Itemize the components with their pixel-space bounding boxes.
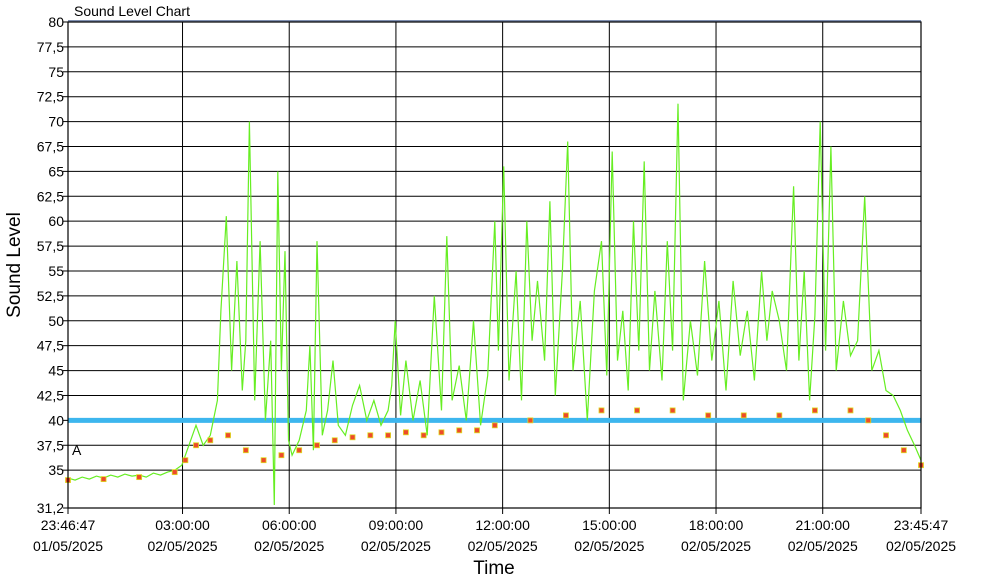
- chart-title: Sound Level Chart: [74, 3, 190, 19]
- x-axis-ticks: 23:46:47 01/05/2025 03:00:00 02/05/2025 06:0…: [33, 508, 956, 554]
- data-point: [278, 452, 285, 459]
- data-point: [598, 407, 605, 414]
- data-point: [705, 412, 712, 419]
- x-tick-time: 06:00:00: [262, 517, 317, 533]
- data-point: [193, 442, 199, 449]
- x-tick-date: 02/05/2025: [468, 538, 538, 554]
- x-tick-time: 12:00:00: [475, 517, 530, 533]
- y-tick-label: 65: [48, 163, 64, 179]
- y-tick-label: 40: [48, 412, 64, 428]
- y-tick-label: 50: [48, 313, 64, 329]
- y-tick-label: 57,5: [37, 238, 64, 254]
- data-point: [669, 407, 676, 414]
- y-tick-label: 55: [48, 263, 64, 279]
- plot-frame: [67, 21, 922, 509]
- x-tick-date: 02/05/2025: [788, 538, 858, 554]
- data-point: [349, 434, 356, 441]
- x-tick-time: 18:00:00: [689, 517, 744, 533]
- x-tick-date: 01/05/2025: [33, 538, 103, 554]
- x-tick-time: 21:00:00: [795, 517, 850, 533]
- x-tick-time: 03:00:00: [155, 517, 210, 533]
- data-point: [182, 457, 189, 464]
- y-tick-label: 52,5: [37, 288, 64, 304]
- data-point: [634, 407, 640, 414]
- y-tick-label: 60: [48, 213, 64, 229]
- y-tick-label: 31,2: [37, 500, 64, 516]
- x-tick-date: 02/05/2025: [254, 538, 324, 554]
- y-tick-label: 42,5: [37, 387, 64, 403]
- data-point: [883, 432, 889, 439]
- data-point: [225, 432, 231, 439]
- series-sound-level: [67, 103, 922, 506]
- data-point: [385, 432, 392, 439]
- y-tick-label: 47,5: [37, 338, 64, 354]
- y-tick-label: 35: [48, 462, 64, 478]
- data-point: [260, 457, 267, 464]
- data-point: [296, 447, 303, 454]
- x-tick-time: 15:00:00: [582, 517, 637, 533]
- y-tick-label: 80: [48, 14, 64, 30]
- data-point: [100, 476, 107, 483]
- data-point: [171, 469, 178, 476]
- data-point: [367, 432, 374, 439]
- data-point: [812, 407, 818, 414]
- x-axis-title: Time: [473, 558, 515, 579]
- data-point: [402, 429, 409, 436]
- data-point: [136, 474, 143, 481]
- marker-label: A: [72, 442, 82, 458]
- data-point: [207, 437, 214, 444]
- x-tick-date: 02/05/2025: [574, 538, 644, 554]
- data-point: [420, 432, 427, 439]
- x-tick-date: 02/05/2025: [361, 538, 431, 554]
- series-line: [67, 103, 922, 506]
- y-tick-label: 37,5: [37, 437, 64, 453]
- y-tick-label: 70: [48, 114, 64, 130]
- data-point: [527, 417, 534, 424]
- data-point: [438, 429, 445, 436]
- y-tick-label: 62,5: [37, 188, 64, 204]
- data-point: [331, 437, 338, 444]
- y-tick-label: 72,5: [37, 89, 64, 105]
- y-tick-label: 75: [48, 64, 64, 80]
- x-tick-time: 09:00:00: [369, 517, 424, 533]
- y-axis-ticks: 31,2 35 37,5 40 42,5 45 47,5 50 52,5 55 57,5 60 62,5…: [37, 14, 68, 516]
- y-tick-label: 67,5: [37, 138, 64, 154]
- data-point: [456, 427, 463, 434]
- y-tick-label: 45: [48, 363, 64, 379]
- x-tick-time: 23:46:47: [41, 517, 96, 533]
- data-point: [776, 412, 783, 419]
- y-axis-title: Sound Level: [4, 212, 25, 318]
- data-point: [900, 447, 907, 454]
- data-point: [865, 417, 872, 424]
- x-tick-date: 02/05/2025: [147, 538, 217, 554]
- data-point: [563, 412, 569, 419]
- y-tick-label: 77,5: [37, 39, 64, 55]
- data-point: [847, 407, 854, 414]
- data-point: [474, 427, 480, 434]
- data-point: [242, 447, 249, 454]
- data-point: [314, 442, 320, 449]
- data-point: [740, 412, 747, 419]
- x-tick-time: 23:45:47: [894, 517, 949, 533]
- x-tick-date: 02/05/2025: [886, 538, 956, 554]
- data-point: [491, 422, 498, 429]
- x-tick-date: 02/05/2025: [681, 538, 751, 554]
